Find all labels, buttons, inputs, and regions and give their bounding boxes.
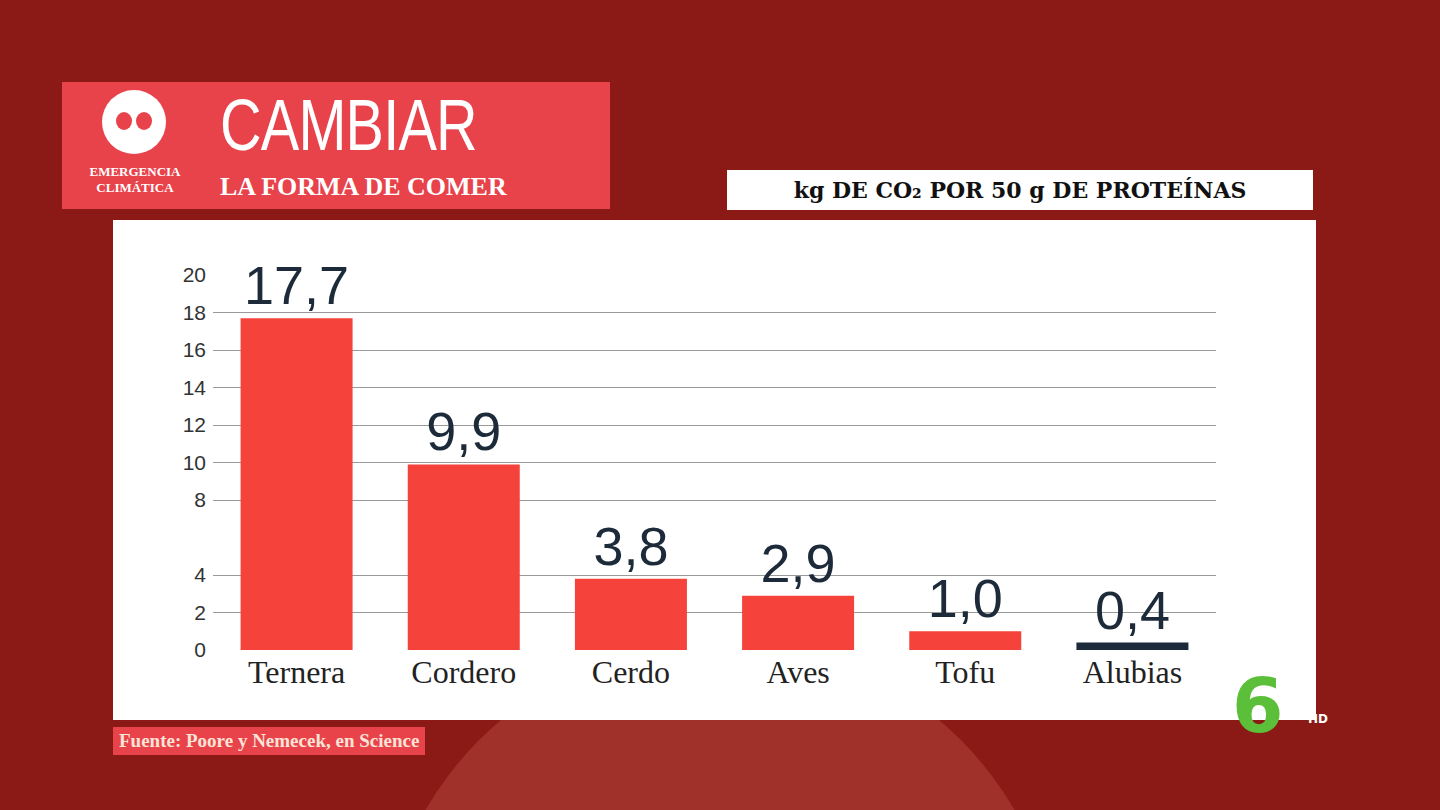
svg-text:16: 16 bbox=[183, 338, 206, 361]
svg-text:3,8: 3,8 bbox=[593, 516, 668, 576]
html-text:CAMBIAR: CAMBIAR bbox=[220, 85, 477, 165]
svg-text:Alubias: Alubias bbox=[1083, 654, 1183, 690]
svg-text:Tofu: Tofu bbox=[935, 654, 995, 690]
svg-text:Cerdo: Cerdo bbox=[592, 654, 670, 690]
svg-text:10: 10 bbox=[183, 451, 206, 474]
svg-text:0,4: 0,4 bbox=[1095, 580, 1170, 640]
html-text:LA FORMA DE COMER: LA FORMA DE COMER bbox=[220, 172, 507, 201]
html-text:EMERGENCIA CLIMÁTICA: EMERGENCIA CLIMÁTICA bbox=[89, 164, 181, 195]
html-text:Fuente: Poore y Nemecek, en Sc: Fuente: Poore y Nemecek, en Science bbox=[119, 730, 420, 751]
svg-text:Ternera: Ternera bbox=[248, 654, 345, 690]
html-text:6: 6 bbox=[1232, 663, 1284, 749]
svg-text:8: 8 bbox=[194, 488, 206, 511]
svg-text:9,9: 9,9 bbox=[426, 401, 501, 461]
svg-text:Cordero: Cordero bbox=[411, 654, 516, 690]
svg-text:14: 14 bbox=[183, 376, 207, 399]
svg-text:1,0: 1,0 bbox=[928, 568, 1003, 628]
svg-text:4: 4 bbox=[194, 563, 206, 586]
svg-text:17,7: 17,7 bbox=[244, 255, 349, 315]
svg-text:18: 18 bbox=[183, 301, 206, 324]
html-text:HD: HD bbox=[1308, 712, 1328, 726]
svg-text:0: 0 bbox=[194, 638, 206, 661]
svg-text:20: 20 bbox=[183, 263, 206, 286]
html-text:kg DE CO₂ POR 50 g DE PROTEÍNA: kg DE CO₂ POR 50 g DE PROTEÍNAS bbox=[793, 177, 1247, 203]
svg-text:2,9: 2,9 bbox=[761, 533, 836, 593]
svg-text:12: 12 bbox=[183, 413, 206, 436]
svg-text:Aves: Aves bbox=[766, 654, 829, 690]
svg-text:2: 2 bbox=[194, 601, 206, 624]
